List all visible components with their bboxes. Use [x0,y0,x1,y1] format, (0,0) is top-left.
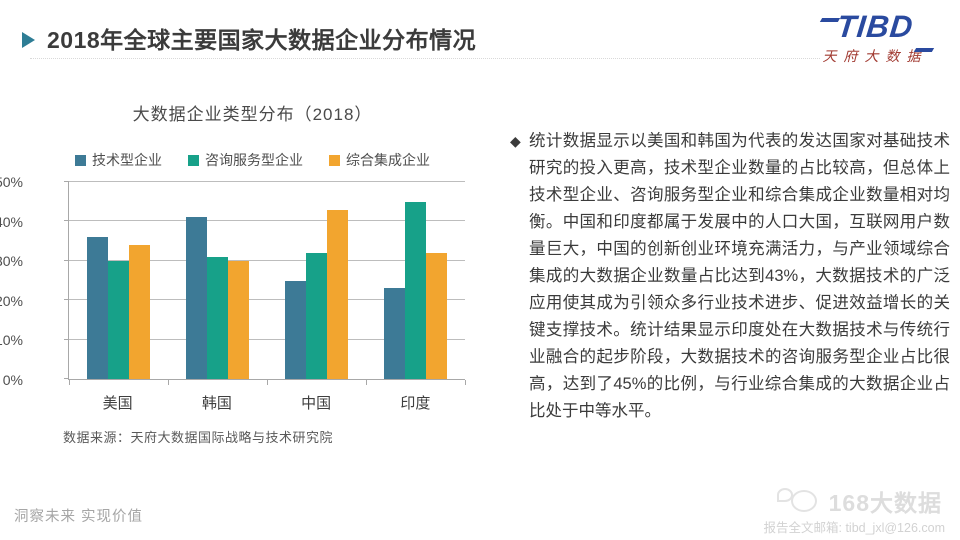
bar-综合集成企业-中国 [327,209,348,379]
x-tick-label-韩国: 韩国 [201,395,232,412]
elephant-logo-icon [776,486,821,516]
chart-source: 数据来源：天府大数据国际战略与技术研究院 [63,430,334,445]
y-tick-label: 10% [0,332,23,349]
bar-group-印度 [366,182,465,379]
chart-title: 大数据企业类型分布（2018） [132,105,373,124]
bar-综合集成企业-印度 [426,252,447,379]
x-axis-tick [366,380,367,385]
y-tick-label: 50% [0,174,23,190]
y-tick-label: 40% [0,213,23,230]
analysis-text: 统计数据显示以美国和韩国为代表的发达国家对基础技术研究的投入更高，技术型企业数量… [529,132,950,420]
x-tick-label-中国: 中国 [301,395,332,412]
legend-label: 咨询服务型企业 [205,152,303,168]
bar-技术型企业-中国 [285,280,306,379]
bar-技术型企业-印度 [384,288,405,379]
tibd-logo: TIBD 天府大数据 [815,9,935,66]
legend-label: 综合集成企业 [346,152,430,168]
x-axis-tick [69,380,70,385]
bar-group-美国 [69,182,168,379]
x-axis-tick [465,380,466,385]
plot-area [64,181,466,385]
gridline [69,181,465,182]
y-axis-tick [64,259,69,261]
legend-swatch-icon [329,154,340,166]
bar-综合集成企业-韩国 [228,260,249,379]
page-title: 2018年全球主要国家大数据企业分布情况 [47,27,477,53]
x-tick-label-印度: 印度 [400,395,431,412]
bar-咨询服务型企业-韩国 [207,256,228,379]
logo-subtext: 天府大数据 [822,48,928,65]
y-axis-labels: 0% 10% 20% 30% 40% 50% [0,174,31,388]
y-tick-label: 0% [2,372,23,388]
bar-group-中国 [267,182,366,379]
bar-chart: 大数据企业类型分布（2018） 技术型企业 咨询服务型企业 综合集成企业 0% 10%… [0,95,470,455]
x-axis-tick [168,380,169,385]
diamond-bullet-icon: ◆ [510,133,521,149]
legend-swatch-icon [75,154,86,166]
legend-swatch-icon [188,154,199,166]
legend-item-咨询服务型企业: 咨询服务型企业 [188,150,303,170]
chart-legend: 技术型企业 咨询服务型企业 综合集成企业 [35,150,470,170]
watermark-text: 168大数据 [828,490,942,516]
y-axis-tick [64,338,69,340]
gridline [69,299,465,301]
y-tick-label: 30% [0,253,23,270]
bar-综合集成企业-美国 [129,245,150,379]
x-axis-tick [267,380,268,385]
y-axis-tick [64,181,69,182]
y-tick-label: 20% [0,292,23,309]
bar-咨询服务型企业-印度 [405,201,426,379]
legend-item-综合集成企业: 综合集成企业 [329,150,430,170]
bar-咨询服务型企业-中国 [306,252,327,379]
gridline [69,338,465,340]
y-axis-tick [64,220,69,222]
header-divider [30,58,820,59]
title-arrow-icon [22,32,35,48]
y-axis-tick [64,378,69,379]
bar-咨询服务型企业-美国 [108,260,129,379]
bar-技术型企业-韩国 [186,217,207,379]
gridline [69,220,465,222]
watermark: 168大数据 [776,484,942,518]
analysis-paragraph: ◆ 统计数据显示以美国和韩国为代表的发达国家对基础技术研究的投入更高，技术型企业… [510,128,950,425]
footer-slogan: 洞察未来 实现价值 [14,509,144,525]
y-axis-tick [64,299,69,301]
gridline [69,259,465,261]
legend-item-技术型企业: 技术型企业 [75,150,162,170]
bar-group-韩国 [168,182,267,379]
x-axis-labels: 美国 韩国 中国 印度 [68,392,465,413]
bar-技术型企业-美国 [87,237,108,379]
x-tick-label-美国: 美国 [102,395,133,412]
legend-label: 技术型企业 [92,152,162,168]
logo-dash-icon [913,48,935,52]
watermark-email: 报告全文邮箱: tibd_jxl@126.com [763,521,946,535]
logo-text: TIBD [835,9,916,44]
